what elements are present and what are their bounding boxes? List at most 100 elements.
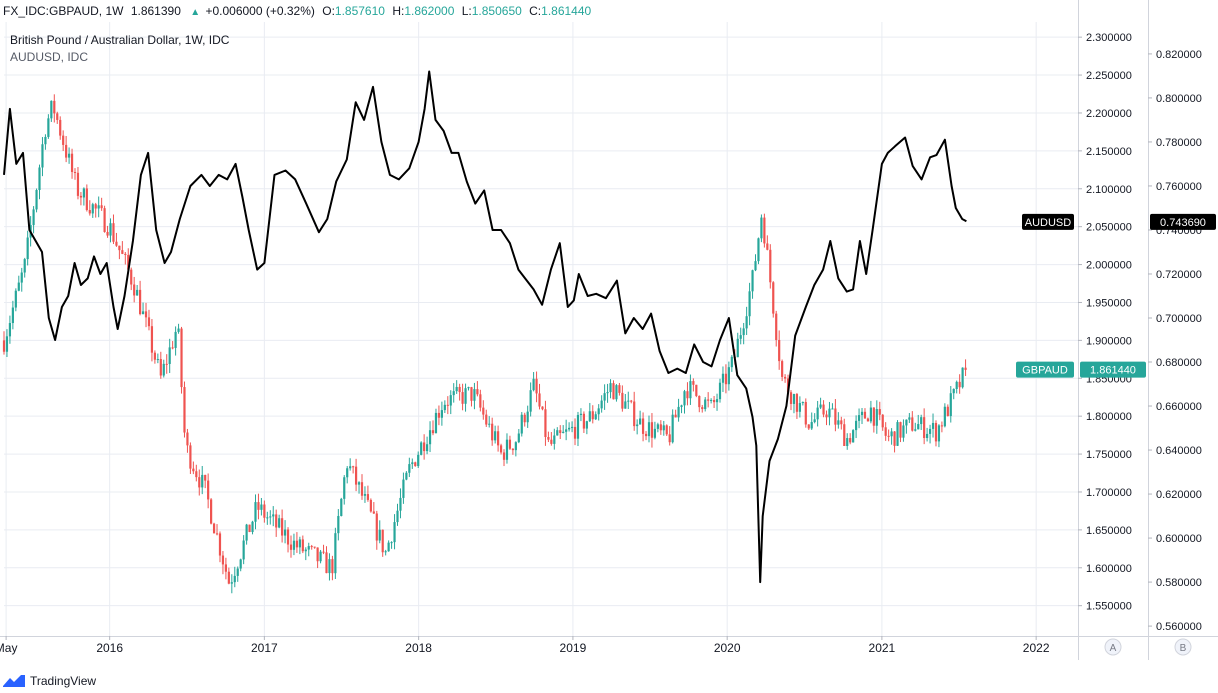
candle-body: [115, 241, 118, 246]
candle-body: [76, 172, 80, 196]
brand-name[interactable]: TradingView: [30, 674, 97, 688]
gbpaud-candle: [369, 498, 372, 513]
candle-body: [144, 311, 148, 318]
gbpaud-candle: [538, 383, 541, 410]
candle-body: [783, 376, 787, 379]
scale-button-a[interactable]: A: [1104, 638, 1122, 656]
y-tick-label-gbpaud: 1.600000: [1086, 563, 1132, 575]
gbpaud-candle: [292, 533, 296, 556]
audusd-last-label[interactable]: AUDUSD 0.743690: [1022, 213, 1216, 230]
candle-body: [683, 391, 686, 406]
gbpaud-candle: [695, 384, 698, 398]
gbpaud-candles: [2, 94, 967, 594]
open-label: O:: [322, 4, 335, 18]
candle-body: [461, 392, 464, 404]
x-tick-label: 2021: [869, 641, 896, 655]
candle-body: [103, 208, 106, 232]
candle-body: [363, 494, 367, 496]
candle-body: [286, 529, 290, 545]
audusd-line[interactable]: [3, 70, 967, 584]
gbpaud-candle: [212, 522, 216, 534]
gbpaud-candle: [742, 322, 745, 345]
legend-main-series[interactable]: British Pound / Australian Dollar, 1W, I…: [10, 33, 230, 47]
gbpaud-candle: [928, 424, 932, 444]
price-scale-gbpaud[interactable]: 2.300000 2.250000 2.200000 2.150000 2.100000…: [1078, 32, 1132, 613]
gbpaud-candle: [499, 443, 503, 455]
gbpaud-candle: [801, 401, 804, 406]
gbpaud-candle: [496, 425, 500, 452]
high-label: H:: [392, 4, 405, 18]
candle-body: [757, 238, 760, 262]
gbpaud-candle: [816, 400, 819, 427]
candle-body: [893, 431, 896, 446]
candle-body: [742, 328, 745, 336]
candle-body: [26, 237, 29, 260]
candle-body: [192, 468, 195, 472]
candle-body: [446, 404, 449, 406]
gbpaud-candle: [671, 409, 674, 444]
candle-body: [928, 428, 932, 434]
candle-body: [210, 499, 213, 524]
candle-body: [570, 426, 574, 428]
candle-body: [931, 422, 935, 429]
candle-body: [849, 438, 852, 443]
candle-body: [17, 282, 20, 291]
candle-body: [5, 336, 9, 352]
gbpaud-candle: [192, 461, 195, 475]
candle-body: [260, 504, 263, 510]
gbpaud-candle: [455, 380, 458, 394]
gbpaud-candle: [544, 400, 547, 446]
candle-body: [905, 419, 908, 426]
candle-body: [124, 253, 127, 255]
gbpaud-candle: [431, 420, 435, 436]
candle-body: [550, 439, 553, 444]
gbpaud-candle: [115, 232, 118, 247]
candle-body: [698, 395, 701, 408]
symbol-label[interactable]: FX_IDC:GBPAUD, 1W: [3, 4, 124, 18]
candle-body: [860, 411, 864, 416]
candle-body: [911, 417, 914, 431]
gbpaud-candle: [233, 566, 236, 588]
candle-body: [372, 511, 375, 514]
gbpaud-candle: [677, 398, 680, 422]
gbpaud-candle: [813, 413, 816, 424]
candle-body: [576, 414, 580, 439]
candle-body: [313, 546, 316, 548]
candle-body: [236, 568, 239, 576]
candle-body: [541, 406, 544, 410]
gbpaud-candle: [307, 542, 310, 557]
gbpaud-candle: [559, 425, 562, 440]
gbpaud-candle: [189, 442, 192, 474]
scale-button-b[interactable]: B: [1174, 638, 1192, 656]
legend-overlay-series[interactable]: AUDUSD, IDC: [10, 50, 89, 64]
candle-body: [934, 422, 938, 442]
gbpaud-candle: [893, 431, 896, 453]
time-axis[interactable]: May 2016 2017 2018 2019 2020 2021 2022: [0, 636, 1050, 655]
candle-body: [778, 339, 781, 362]
gbpaud-candle: [59, 116, 62, 140]
candle-body: [875, 409, 878, 426]
candle-body: [464, 388, 467, 404]
gbpaud-candle: [423, 434, 426, 460]
candle-body: [369, 499, 372, 512]
candle-body: [310, 546, 313, 548]
candle-body: [964, 367, 967, 370]
candle-body: [378, 529, 381, 541]
y-tick-label-gbpaud: 2.250000: [1086, 70, 1132, 82]
gbpaud-candle: [745, 306, 748, 335]
gbpaud-candle: [144, 302, 148, 328]
gbpaud-candle: [437, 405, 441, 426]
gbpaud-candle: [532, 372, 535, 392]
candle-body: [565, 429, 568, 432]
candle-body: [301, 539, 304, 552]
gbpaud-candle: [340, 497, 343, 517]
candle-body: [251, 521, 254, 533]
candle-body: [165, 363, 168, 365]
y-tick-label-audusd: 0.800000: [1156, 93, 1202, 105]
candle-body: [914, 429, 917, 431]
candle-body: [455, 386, 458, 392]
gbpaud-candle: [275, 509, 278, 537]
price-scale-audusd[interactable]: 0.8200000.8000000.7800000.7600000.740000…: [1148, 49, 1202, 633]
gbpaud-last-label[interactable]: GBPAUD 1.861440: [1016, 361, 1146, 378]
